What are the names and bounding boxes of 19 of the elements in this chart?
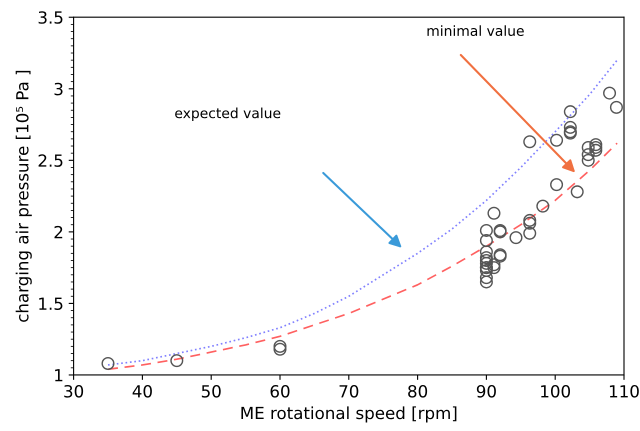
x-tick-label: 70: [340, 384, 358, 398]
annotation: expected value: [175, 108, 280, 121]
y-tick-label: 3.5: [38, 11, 62, 24]
x-axis-title: ME rotational speed [rpm]: [241, 406, 456, 423]
x-tick-label: 30: [64, 384, 84, 398]
y-tick-label: 1: [55, 369, 62, 382]
x-tick-label: 90: [476, 384, 496, 398]
x-tick-label: 60: [270, 384, 290, 398]
y-tick-label: 3: [54, 82, 63, 96]
y-tick-label: 1.5: [39, 298, 62, 310]
x-tick-label: 50: [202, 384, 221, 398]
y-tick-label: 2: [54, 226, 62, 238]
x-tick-label: 100: [541, 384, 570, 398]
y-axis-title: charging air pressure [10⁵ Pa ]: [16, 70, 32, 322]
annotation: minimal value: [428, 25, 524, 36]
x-tick-label: 110: [610, 384, 639, 398]
y-tick-label: 2.5: [38, 154, 62, 167]
x-tick-label: 80: [408, 384, 428, 398]
x-tick-label: 40: [132, 384, 152, 398]
